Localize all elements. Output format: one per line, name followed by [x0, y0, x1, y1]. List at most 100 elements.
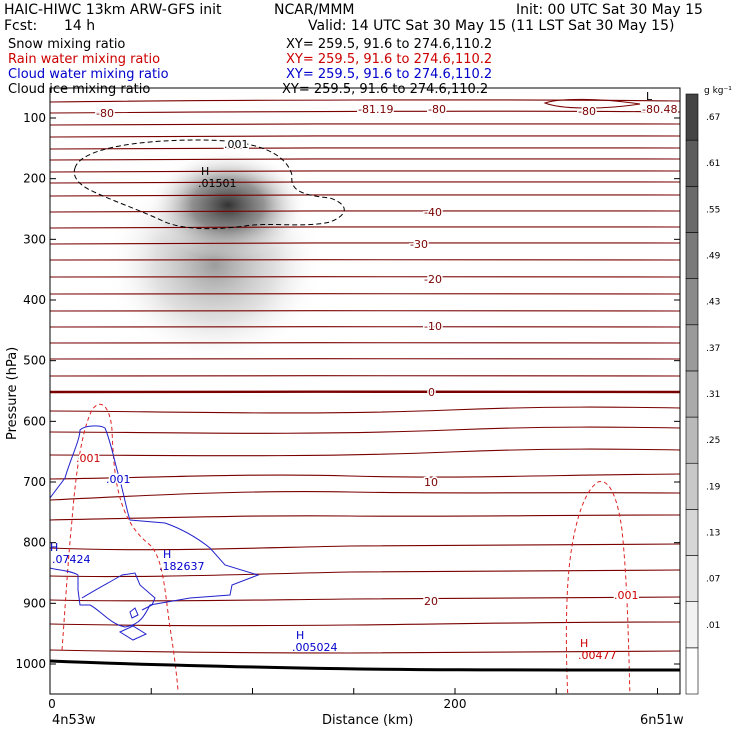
legend-snow-label: Snow mixing ratio [8, 37, 125, 52]
x-tick-label: 0 [48, 697, 56, 711]
y-tick-label: 100 [23, 111, 46, 125]
colorbar-label: .49 [706, 252, 721, 262]
colorbar-swatch [685, 370, 699, 418]
colorbar-label: .67 [706, 113, 720, 123]
y-tick-label: 400 [23, 293, 46, 307]
plot-area: -80 -81.19 -80 -80 -80.48 -40 -30 -20 -1… [50, 90, 680, 694]
y-tick-label: 1000 [15, 657, 46, 671]
init-time: Init: 00 UTC Sat 30 May 15 [516, 2, 703, 18]
legend-rain-xy: XY= 259.5, 91.6 to 274.6,110.2 [286, 52, 492, 67]
title-left: HAIC-HIWC 13km ARW-GFS init [4, 2, 222, 18]
snow-max-marker: H [201, 165, 209, 178]
iso-label: -30 [410, 238, 428, 251]
iso-label: 0 [428, 386, 435, 399]
x-axis: 0 200 [48, 688, 658, 711]
colorbar: .01 .07 .13 .19 .25 .31 .37 .43 .49 .55 .61 .67 [685, 93, 721, 695]
colorbar-swatch [685, 462, 699, 510]
colorbar-label: .19 [706, 482, 721, 492]
cloudwater-max-value-2: .182637 [159, 560, 205, 573]
iso-label: -20 [424, 273, 442, 286]
iso-label: 10 [424, 476, 438, 489]
y-tick-label: 200 [23, 172, 46, 186]
fcst-label: Fcst: [4, 18, 37, 34]
y-tick-label: 600 [23, 414, 46, 428]
cloudwater-max-marker-3: H [296, 629, 304, 642]
colorbar-swatch [685, 139, 699, 187]
fcst-value: 14 h [64, 18, 95, 34]
legend-cloudice-label: Cloud ice mixing ratio [8, 82, 150, 97]
colorbar-label: .61 [706, 159, 720, 169]
colorbar-label: .43 [706, 298, 720, 308]
legend-snow-xy: XY= 259.5, 91.6 to 274.6,110.2 [286, 37, 492, 52]
colorbar-label: .25 [706, 436, 720, 446]
colorbar-swatch [685, 232, 699, 279]
cloudwater-max-value-1: .07424 [52, 553, 91, 566]
colorbar-swatch [685, 278, 699, 326]
cloudwater-max-marker-2: H [163, 548, 171, 561]
isotherms [50, 99, 680, 654]
colorbar-label: .01 [706, 621, 720, 631]
y-tick-label: 800 [23, 536, 46, 550]
iso-label: -81.19 [358, 103, 393, 116]
legend-rain-label: Rain water mixing ratio [8, 52, 160, 67]
snow-max-value: .01501 [198, 177, 237, 190]
iso-label: -80 [428, 103, 446, 116]
colorbar-swatch [685, 416, 699, 464]
legend-cloudwater-xy: XY= 259.5, 91.6 to 274.6,110.2 [286, 67, 492, 82]
cloudwater-contour-diamond [118, 625, 148, 641]
cloudwater-contour-main [50, 425, 260, 628]
colorbar-label: .37 [706, 344, 720, 354]
snow-shading-core [148, 150, 308, 260]
rain-contour-label-right: .001 [614, 589, 639, 602]
plot-frame [49, 87, 681, 695]
rain-max-marker: H [580, 637, 588, 650]
colorbar-label: .13 [706, 528, 720, 538]
iso-label: -80.48 [642, 103, 677, 116]
y-axis-title: Pressure (hPa) [5, 347, 20, 440]
cloudwater-contour-small [129, 607, 139, 619]
colorbar-swatch [685, 601, 699, 649]
rain-contour-right [565, 481, 631, 694]
snow-contour-001 [73, 139, 345, 230]
cloudwater-max-value-3: .005024 [292, 641, 338, 654]
iso-label: -10 [424, 320, 442, 333]
x-tick-label: 200 [444, 697, 467, 711]
cloudwater-max-marker-1: H [50, 541, 58, 554]
isotherm-labels: -80 -81.19 -80 -80 -80.48 -40 -30 -20 -1… [95, 102, 679, 610]
x-end-right: 6n51w [640, 713, 684, 728]
legend-cloudwater-label: Cloud water mixing ratio [8, 67, 169, 82]
cloudwater-contour-label: .001 [106, 473, 131, 486]
iso-label: -80 [578, 105, 596, 118]
x-end-left: 4n53w [52, 713, 96, 728]
y-tick-label: 500 [23, 354, 46, 368]
low-marker: L [646, 90, 653, 103]
valid-time: Valid: 14 UTC Sat 30 May 15 (11 LST Sat … [308, 18, 674, 34]
terrain-line [50, 659, 680, 672]
colorbar-swatch [685, 324, 699, 372]
iso-label: -40 [424, 206, 442, 219]
colorbar-unit: g kg⁻¹ [704, 86, 732, 96]
colorbar-swatch [685, 509, 699, 556]
iso-label: -80 [96, 107, 114, 120]
rain-contour-left [61, 403, 179, 691]
y-tick-label: 300 [23, 232, 46, 246]
isotherm-top-right-loop [543, 98, 641, 109]
title-mid: NCAR/MMM [274, 2, 355, 18]
cloudwater-contour-inner [81, 572, 156, 611]
y-tick-label: 900 [23, 596, 46, 610]
rain-max-value: .00477 [578, 649, 617, 662]
iso-label: 20 [424, 595, 438, 608]
colorbar-swatch [685, 186, 699, 233]
colorbar-swatch [685, 555, 699, 602]
legend-cloudice-xy: XY= 259.5, 91.6 to 274.6,110.2 [282, 82, 488, 97]
colorbar-label: .55 [706, 205, 720, 215]
rain-contour-label: .001 [76, 452, 101, 465]
colorbar-swatch [685, 647, 699, 695]
x-axis-title: Distance (km) [322, 713, 413, 728]
colorbar-label: .31 [706, 390, 720, 400]
colorbar-label: .07 [706, 575, 720, 585]
y-tick-label: 700 [23, 475, 46, 489]
field-labels: .001 H .01501 L .001 .001 H .07424 H .18… [50, 90, 653, 662]
